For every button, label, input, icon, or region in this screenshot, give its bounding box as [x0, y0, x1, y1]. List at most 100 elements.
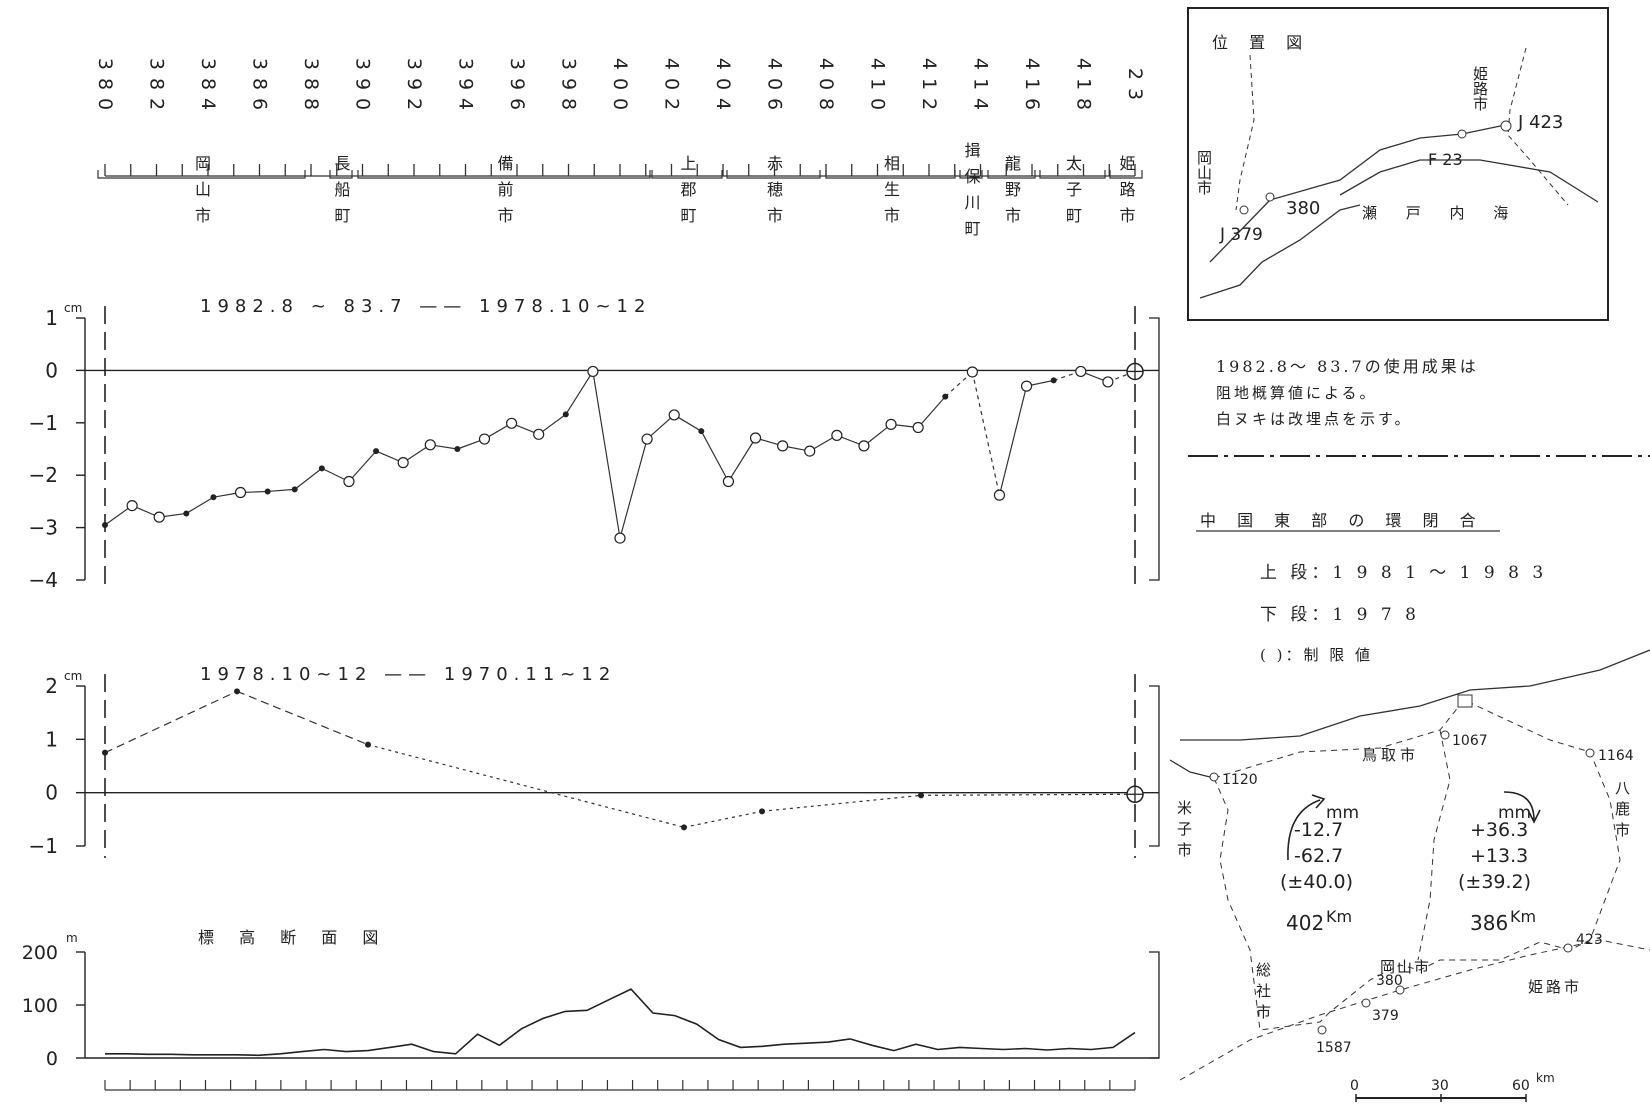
note-line-1: 1982.8～ 83.7の使用成果は — [1216, 357, 1479, 376]
loop-map-place-okayama: 岡山市 — [1380, 958, 1431, 976]
loop-map-legend-upper: 上 段：1 9 8 1 ～ 1 9 8 3 — [1260, 563, 1547, 583]
loop-map-west-upper: -12.7 — [1294, 819, 1343, 841]
benchmark-label: 412 — [918, 58, 940, 118]
loop-map-loop-route — [1213, 699, 1621, 1031]
chart-1-point — [454, 446, 461, 452]
chart-1-segment — [592, 371, 621, 539]
location-map-point-380 — [1265, 192, 1275, 202]
location-map-okayama: 岡山市 — [1195, 150, 1213, 195]
chart-1-segment — [267, 488, 295, 493]
loop-map-east-limit: (±39.2) — [1458, 871, 1531, 893]
chart-2-axis: 2 1 0 −1 — [29, 674, 1160, 858]
chart-1-point — [533, 428, 545, 440]
loop-map-east-distance-unit: Km — [1510, 907, 1536, 926]
loop-map-point-423 — [1563, 943, 1573, 953]
chart-1-segment — [565, 371, 594, 415]
benchmark-label: 390 — [352, 58, 374, 118]
chart-1-point — [318, 465, 325, 472]
chart-2-segment — [683, 810, 763, 828]
chart-1-point — [777, 440, 789, 452]
chart-1-y-unit: cm — [64, 301, 82, 315]
loop-map-label-380: 380 — [1376, 973, 1403, 989]
benchmark-label: 418 — [1073, 58, 1095, 118]
chart-1-segment — [348, 450, 377, 482]
loop-map-label-1067: 1067 — [1452, 733, 1488, 749]
loop-map-west-distance: 402 — [1286, 911, 1324, 935]
chart-1-point — [1050, 377, 1057, 384]
loop-map: 中 国 東 部 の 環 閉 合 上 段：1 9 8 1 ～ 1 9 8 3 下 … — [1169, 511, 1650, 1102]
benchmark-label: 392 — [403, 58, 425, 118]
loop-map-point-1587 — [1317, 1025, 1327, 1035]
chart-3-y-unit: m — [66, 931, 78, 945]
loop-map-east-arrow — [1503, 791, 1535, 821]
loop-map-middle-route — [1417, 729, 1451, 961]
chart-1-point — [858, 440, 870, 452]
benchmark-label: 410 — [867, 58, 889, 118]
municipality-name: 備前市 — [495, 155, 514, 233]
benchmark-label: 416 — [1021, 58, 1043, 118]
loop-map-point-1164 — [1585, 748, 1595, 758]
chart-1-point — [102, 521, 108, 528]
loop-map-east-lower: +13.3 — [1470, 845, 1528, 867]
chart-2-point — [365, 741, 371, 748]
municipality-bracket — [959, 170, 983, 179]
chart-2-plot — [102, 688, 1144, 831]
chart-1-segment — [186, 496, 214, 514]
chart-3-axis: 200 100 0 — [22, 942, 1160, 1091]
y-tick-label: 0 — [46, 1048, 58, 1070]
chart-2-segment — [920, 793, 1136, 796]
chart-1-point — [587, 365, 599, 378]
municipality-name: 相生市 — [881, 155, 900, 233]
chart-2-point — [234, 688, 240, 695]
loop-map-place-soja: 総社市 — [1254, 962, 1272, 1025]
chart-2-point — [681, 824, 687, 831]
location-map-f23: F 23 — [1428, 150, 1463, 169]
benchmark-label: 386 — [249, 58, 271, 118]
location-map-title: 位 置 図 — [1212, 33, 1310, 52]
municipality-bracket — [1039, 170, 1106, 179]
loop-map-scale-label-30: 30 — [1431, 1078, 1449, 1094]
municipality-labels: 岡山市 長船町 備前市 上郡町 赤穂市 相生市 揖保川町 龍野市 太子町 姫路市 — [97, 142, 1143, 246]
loop-map-title: 中 国 東 部 の 環 閉 合 — [1200, 511, 1484, 530]
loop-map-coast-south — [1179, 939, 1650, 1081]
y-tick-label: −4 — [29, 568, 58, 592]
loop-map-place-himeji: 姫路市 — [1528, 978, 1582, 996]
chart-1-point — [478, 433, 491, 445]
right-bracket — [1149, 317, 1160, 581]
chart-1-segment — [646, 414, 675, 440]
chart-1-segment — [727, 437, 757, 482]
chart-1-point — [1020, 380, 1033, 392]
chart-1-axis: 1 0 −1 −2 −3 −4 — [29, 306, 1160, 592]
loop-map-place-yonago: 米子市 — [1175, 800, 1193, 863]
loop-map-west-limit: (±40.0) — [1280, 871, 1353, 893]
chart-2-point — [759, 808, 765, 815]
chart-1-point — [397, 457, 409, 469]
benchmark-label: 394 — [455, 58, 477, 118]
loop-map-west-distance-unit: Km — [1326, 907, 1352, 926]
right-bracket — [1149, 685, 1160, 847]
chart-1-segment — [538, 413, 567, 435]
y-tick-label: 2 — [45, 674, 58, 698]
y-tick-label: −2 — [29, 463, 58, 487]
chart-1-plot — [102, 362, 1144, 544]
location-map-j379: J 379 — [1219, 225, 1263, 245]
location-map-himeji: 姫路市 — [1471, 66, 1489, 111]
chart-2-segment — [104, 690, 238, 754]
benchmark-label: 406 — [764, 58, 786, 118]
location-map-boundary-west — [1235, 54, 1255, 211]
benchmark-label: 398 — [558, 58, 580, 118]
location-map-point-j423 — [1500, 120, 1512, 132]
y-tick-label: −1 — [29, 834, 58, 858]
chart-2-reference-mark — [1127, 786, 1143, 803]
location-map-380: 380 — [1286, 198, 1320, 219]
municipality-name: 赤穂市 — [764, 155, 783, 233]
notes: 1982.8～ 83.7の使用成果は 阻地概算値による。 白ヌキは改埋点を示す。 — [1188, 357, 1650, 457]
note-line-2: 阻地概算値による。 — [1216, 384, 1378, 402]
chart-1-point — [264, 488, 271, 495]
loop-map-east-upper: +36.3 — [1470, 819, 1528, 841]
loop-map-east-unit: mm — [1498, 803, 1531, 823]
right-bracket — [1149, 951, 1160, 1059]
chart-2-segment — [236, 690, 369, 746]
chart-1-title: 1982.8 ~ 83.7 —— 1978.10~12 — [200, 296, 651, 317]
